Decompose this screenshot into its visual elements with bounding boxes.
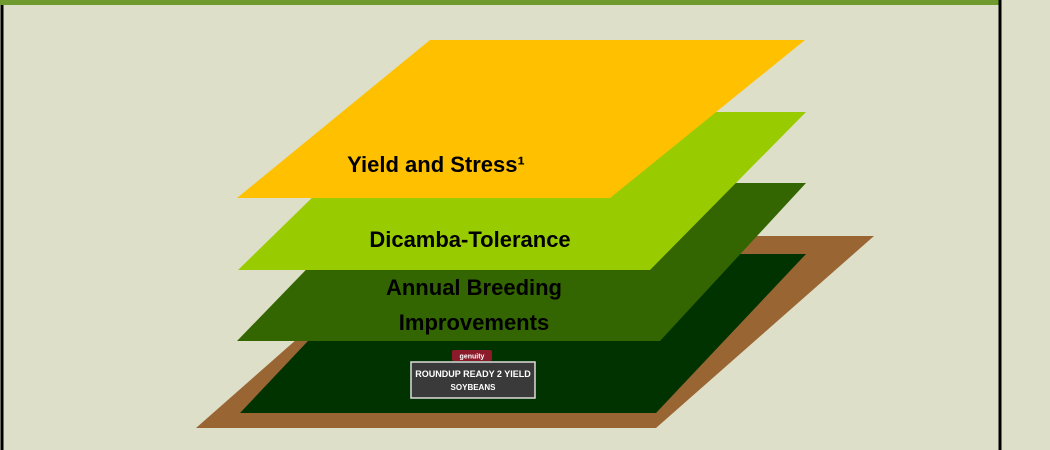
layer-label: Dicamba-Tolerance xyxy=(369,227,570,252)
diagram: Yield and Stress¹ Dicamba-Tolerance Annu… xyxy=(0,0,1050,450)
logo-brand: genuity xyxy=(460,354,485,361)
logo-box xyxy=(411,362,535,398)
page: {"layers": [ {"label": "Yield and Stress… xyxy=(0,0,1050,450)
top-bar xyxy=(0,0,1000,5)
logo-text: SOYBEANS xyxy=(451,383,497,392)
logo-text: ROUNDUP READY 2 YIELD xyxy=(415,369,531,379)
layer-label: Annual Breeding xyxy=(386,275,562,300)
layer-label: Improvements xyxy=(399,310,549,335)
layer-label: Yield and Stress¹ xyxy=(347,152,525,177)
